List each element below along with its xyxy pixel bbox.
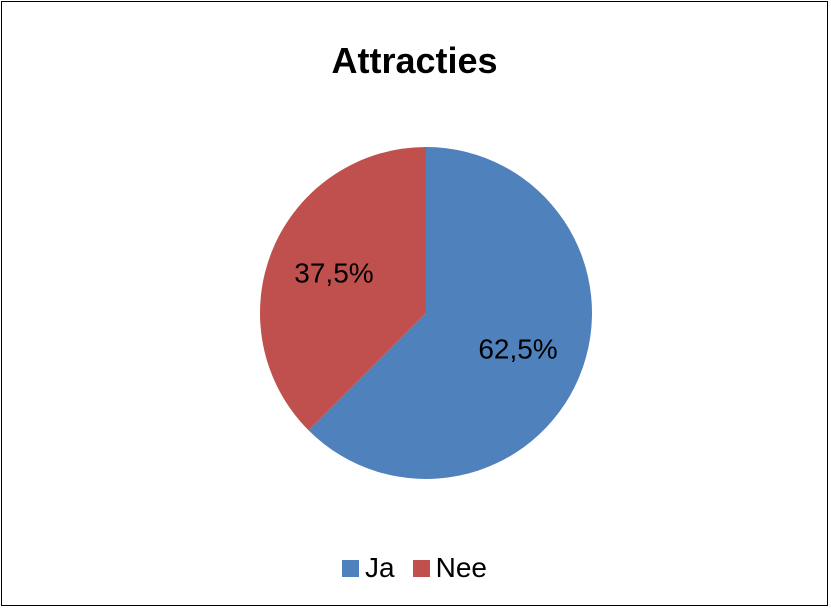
chart-legend: Ja Nee [2, 552, 827, 584]
legend-label-ja: Ja [365, 552, 395, 583]
legend-item-ja: Ja [342, 552, 395, 584]
chart-title: Attracties [331, 40, 498, 81]
pie-slice-ja [308, 147, 593, 479]
legend-label-nee: Nee [435, 552, 487, 583]
legend-swatch-ja [342, 559, 360, 577]
data-label-nee: 37,5% [294, 257, 373, 288]
legend-item-nee: Nee [412, 552, 487, 584]
legend-swatch-nee [412, 559, 430, 577]
pie-slice-nee [260, 147, 426, 431]
data-label-ja: 62,5% [478, 334, 557, 365]
